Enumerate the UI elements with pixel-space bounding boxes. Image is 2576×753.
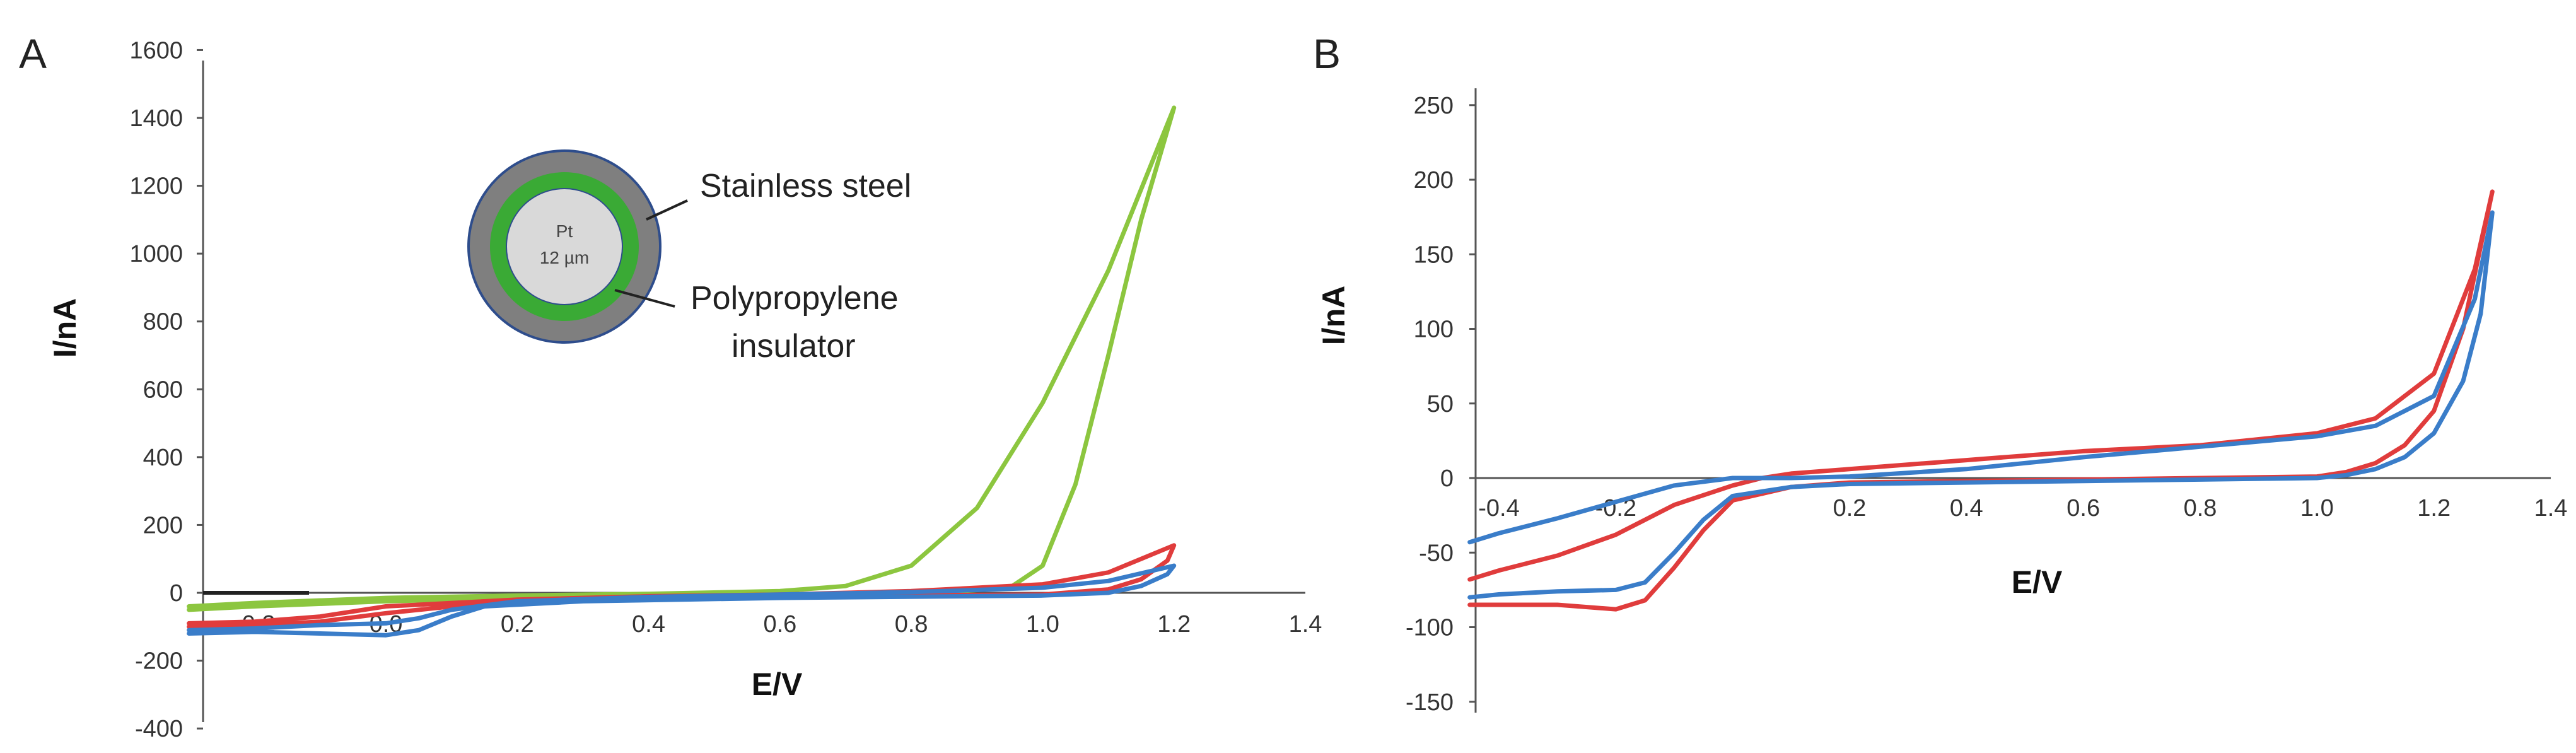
panel-b-x-tick-label: 1.2 [2417,495,2451,522]
panel-b-y-axis-label: I/nA [1316,286,1351,345]
panel-a-series-green [187,105,1177,612]
panel-b-x-tick-label: 0.2 [1833,495,1867,522]
polypropylene-pointer [614,289,675,308]
panel-a-y-tick-label: 0 [170,580,183,607]
panel-a-series-red [187,543,1177,629]
panel-a-label: A [19,30,47,77]
electrode-cross-section: Pt 12 µm Stainless steel Polypropylene i… [467,149,911,365]
panel-b-x-tick-label: 1.4 [2534,495,2568,522]
panel-a-series-blue [187,563,1177,638]
insulator-label: insulator [731,328,856,365]
panel-b-series-red [1467,189,2495,612]
panel-b-y-tick-label: 250 [1414,93,1454,119]
panel-b-series-blue [1467,210,2495,600]
panel-a-x-axis-label: E/V [752,667,803,702]
panel-a-y-tick-label: -200 [135,648,183,675]
panel-a-y-tick-label: 1400 [129,105,183,132]
panel-a-y-tick-label: 800 [143,309,183,336]
panel-b-y-tick-label: 100 [1414,317,1454,343]
panel-b-y-tick-label: -150 [1406,689,1454,716]
panel-b-x-tick-label: -0.4 [1478,495,1519,522]
panel-a-series [187,105,1177,638]
panel-a-y-tick-label: 600 [143,376,183,403]
panel-b-y-tick-label: 150 [1414,242,1454,268]
platinum-core [506,188,623,305]
panel-b-y-tick-label: 200 [1414,167,1454,194]
panel-a-x-tick-label: 1.4 [1289,611,1322,638]
panel-a-y-tick-label: 200 [143,512,183,539]
panel-b-x-tick-label: 1.0 [2300,495,2334,522]
panel-a-y-tick-label: -400 [135,716,183,742]
panel-b-x-tick-label: 0.4 [1950,495,1983,522]
panel-a-y-tick-label: 1600 [129,37,183,64]
panel-a-x-tick-label: 0.8 [895,611,928,638]
panel-b-x-tick-label: 0.6 [2066,495,2100,522]
core-label: Pt [556,221,573,241]
panel-a-y-axis-label: I/nA [47,298,83,358]
panel-a: A 16001400120010008006004002000-200-400 … [19,30,1322,742]
panel-a-x-tick-label: 0.4 [632,611,665,638]
stainless-steel-pointer [646,199,688,221]
panel-a-x-tick-label: 1.0 [1026,611,1059,638]
panel-b-x-tick-label: 0.8 [2184,495,2217,522]
panel-b-x-axis-label: E/V [2012,564,2063,600]
panel-a-y-tick-labels: 1600 1400 1200 1000 800 600 400 200 0 -200 -400 [129,37,203,742]
panel-b-y-tick-label: -50 [1419,540,1454,566]
panel-a-x-tick-label: 0.6 [763,611,796,638]
panel-a-x-tick-label: 0.2 [501,611,534,638]
panel-b-label: B [1313,30,1341,77]
panel-b-series [1467,189,2495,612]
panel-b-y-tick-label: 50 [1427,391,1454,417]
panel-a-y-tick-label: 1000 [129,241,183,267]
panel-a-x-tick-label: 1.2 [1157,611,1191,638]
panel-b-y-tick-labels: 250 200 150 100 50 0 -50 -100 -150 [1406,93,1476,716]
stainless-steel-label: Stainless steel [700,168,911,204]
panel-b-x-tick-labels: -0.4 -0.2 0.2 0.4 0.6 0.8 1.0 1.2 1.4 [1478,495,2567,522]
panel-b-y-tick-label: -100 [1406,615,1454,641]
panel-b-y-tick-label: 0 [1440,465,1454,492]
core-sublabel: 12 µm [540,248,589,267]
panel-a-y-tick-label: 1200 [129,173,183,200]
polypropylene-label: Polypropylene [691,280,899,317]
panel-a-y-tick-label: 400 [143,445,183,471]
